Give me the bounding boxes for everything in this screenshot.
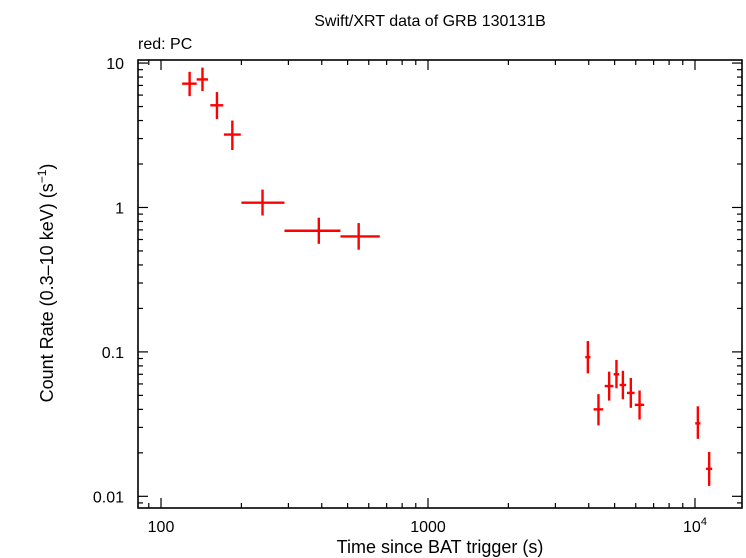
data-point — [593, 394, 604, 426]
data-point — [182, 71, 197, 97]
data-point — [695, 406, 701, 439]
y-axis-label-end: ) — [37, 164, 57, 170]
data-point — [241, 189, 285, 216]
chart-subtitle: red: PC — [138, 36, 192, 53]
plot-frame — [137, 59, 743, 509]
data-point — [340, 223, 380, 250]
y-axis-label-main: Count Rate (0.3–10 keV) (s — [37, 183, 57, 402]
y-axis-label: Count Rate (0.3–10 keV) (s−1) — [35, 164, 57, 403]
y-tick-label: 10 — [106, 56, 124, 73]
data-point — [284, 217, 341, 244]
x-tick-label: 1000 — [410, 519, 446, 536]
data-point — [210, 92, 224, 119]
x-tick-label-text: 1000 — [410, 519, 446, 536]
x-tick-label: 104 — [683, 516, 707, 536]
x-tick-label-sup: 4 — [701, 516, 707, 528]
data-point — [619, 370, 627, 400]
chart-title: Swift/XRT data of GRB 130131B — [314, 13, 546, 30]
data-point — [585, 340, 591, 374]
major-ticks — [138, 60, 742, 508]
x-tick-label-text: 100 — [148, 519, 175, 536]
x-tick-label-text: 10 — [683, 519, 701, 536]
x-axis-label: Time since BAT trigger (s) — [337, 537, 544, 557]
x-tick-label: 100 — [148, 519, 175, 536]
data-point — [613, 359, 620, 389]
data-point — [196, 67, 209, 92]
minor-ticks — [138, 60, 742, 508]
data-point — [604, 371, 614, 401]
y-tick-label: 0.1 — [102, 345, 124, 362]
data-series — [182, 67, 713, 486]
data-point — [626, 377, 635, 408]
y-axis-label-sup: −1 — [35, 169, 49, 183]
data-point — [223, 120, 241, 151]
data-point — [634, 390, 645, 420]
y-tick-label: 0.01 — [93, 489, 124, 506]
y-tick-label: 1 — [115, 200, 124, 217]
data-point — [706, 451, 713, 486]
